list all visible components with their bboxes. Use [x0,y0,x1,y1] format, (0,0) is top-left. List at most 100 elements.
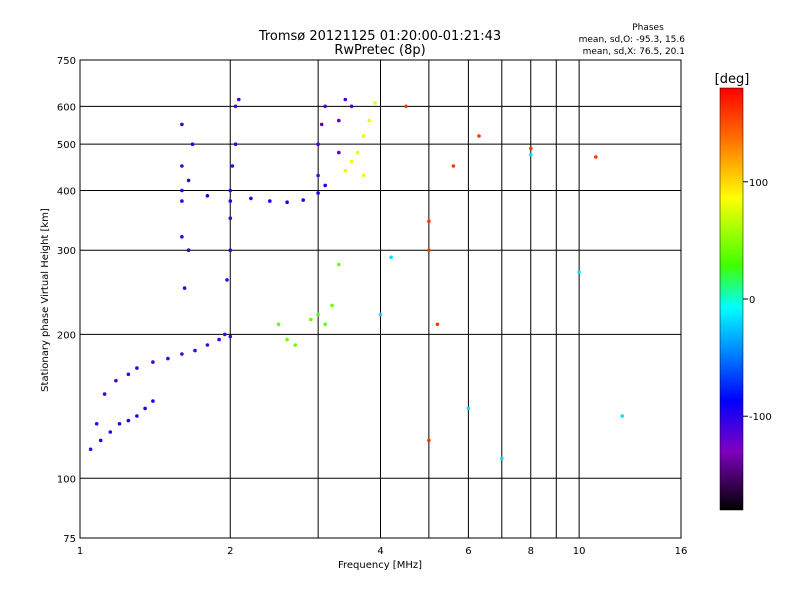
echo-point [228,199,233,203]
echo-point [223,332,227,337]
echo-point [237,97,241,102]
x-tick-label: 2 [227,546,233,557]
echo-point [285,200,289,204]
echo-point [529,153,533,157]
echo-point [620,414,624,418]
echo-point [180,235,184,239]
echo-point [180,188,184,193]
echo-point [477,134,481,138]
echo-point [233,142,238,146]
echo-point [361,134,366,138]
ticks-layer: 1 2 4 6 8 10 16 75 100 200 300 400 500 600 750 [57,56,687,557]
echo-point [126,372,131,377]
echo-point [166,356,170,361]
echo-point [316,312,320,317]
echo-point [373,101,377,105]
colorbar-label: [deg] [715,72,750,87]
echo-point [205,343,210,347]
chart-subtitle: RwPretec (8p) [334,43,425,58]
x-axis-label: Frequency [MHz] [338,560,422,571]
colorbar-tick-label: -100 [749,412,772,423]
x-tick-label: 1 [77,546,83,557]
echo-point [404,104,408,109]
echo-point [337,262,341,267]
echo-point [180,164,184,168]
echo-point [126,418,131,423]
chart-title: Tromsø 20121125 01:20:00-01:21:43 [258,29,501,44]
echo-point [182,286,187,290]
stats-heading: Phases [632,23,664,33]
y-tick-label: 75 [63,534,76,545]
echo-point [319,122,324,127]
echo-point [349,104,354,109]
echo-point [427,219,431,223]
echo-point [316,173,320,178]
echo-point [594,155,598,159]
echo-point [186,178,191,183]
y-tick-label: 200 [57,330,76,341]
echo-point [466,406,471,411]
echo-point [190,142,195,146]
echo-point [88,447,93,452]
y-tick-label: 750 [57,56,76,67]
grid-layer [80,60,681,538]
colorbar-tick-label: 100 [749,178,768,189]
y-tick-label: 100 [57,474,76,485]
y-tick-label: 600 [57,102,76,113]
echo-point [337,118,341,123]
echo-point [343,97,348,102]
x-tick-label: 10 [573,546,586,557]
echo-point [249,196,253,201]
points-layer [88,97,624,461]
echo-point [427,248,431,252]
stats-line-o: mean, sd,O: -95.3, 15.6 [579,35,686,45]
echo-point [451,164,456,168]
echo-point [378,312,383,317]
echo-point [435,322,440,327]
echo-point [217,337,221,342]
y-tick-label: 300 [57,246,76,257]
colorbar-ticks: 100 0 -100 [743,178,772,423]
echo-point [323,104,328,109]
echo-point [577,270,581,274]
echo-point [228,334,233,339]
echo-point [94,422,99,426]
x-tick-label: 8 [528,546,534,557]
echo-point [293,343,298,347]
echo-point [228,216,233,220]
echo-point [427,438,431,443]
echo-point [285,337,289,342]
echo-point [225,278,229,282]
echo-point [316,191,320,195]
echo-point [337,150,341,155]
echo-point [323,183,328,188]
echo-point [205,194,210,198]
echo-point [529,146,533,151]
echo-point [151,360,155,364]
echo-point [98,438,103,443]
echo-point [343,168,348,173]
stats-line-x: mean, sd,X: 76.5, 20.1 [583,47,685,57]
echo-point [301,198,306,202]
echo-point [233,104,238,109]
x-tick-label: 6 [465,546,471,557]
echo-point [117,422,122,426]
x-tick-label: 16 [675,546,688,557]
y-axis-label: Stationary phase Virtual Height [km] [40,208,51,392]
echo-point [143,406,147,411]
echo-point [330,303,334,308]
x-tick-label: 4 [377,546,383,557]
echo-point [135,366,139,370]
echo-point [389,255,393,260]
echo-point [180,122,184,127]
echo-point [367,118,372,123]
echo-point [193,348,197,353]
echo-point [228,188,233,193]
colorbar-tick-label: 0 [749,295,755,306]
echo-point [108,430,113,434]
echo-point [228,248,233,252]
echo-point [316,142,320,146]
echo-point [151,399,155,403]
echo-point [180,199,184,203]
echo-point [361,173,366,178]
